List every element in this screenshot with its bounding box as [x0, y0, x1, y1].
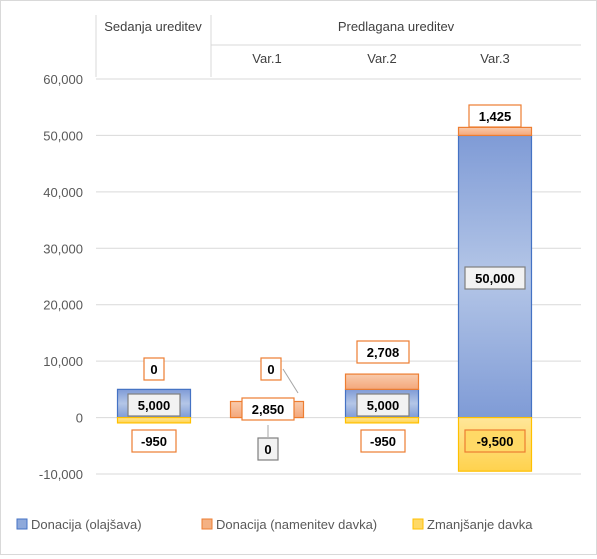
data-label-box: [356, 340, 410, 364]
data-label: 5,000: [138, 398, 171, 413]
bar-donacija-namenitev: [457, 126, 533, 137]
data-label: 2,708: [367, 345, 400, 360]
y-tick-label: 10,000: [43, 354, 83, 369]
header-proposed-label: Predlagana ureditev: [338, 19, 455, 34]
data-label: 2,850: [252, 402, 285, 417]
legend-swatch: [16, 518, 28, 530]
data-label-box: [257, 437, 279, 461]
y-axis: -10,000 0 10,000 20,000 30,000 40,000 50,000 60…: [39, 72, 83, 482]
bars: [116, 126, 533, 472]
legend-swatch: [201, 518, 213, 530]
data-labels: 5,000 0 -950 0 2,850 0 5,000 2,708 -950 50,000 1,4…: [127, 104, 526, 461]
data-label-leaders: [267, 368, 299, 437]
data-label-box: [127, 393, 181, 417]
data-label: 0: [150, 362, 157, 377]
data-label-box: [360, 429, 406, 453]
data-label-box: [260, 357, 282, 381]
bar-donacija-namenitev: [344, 373, 420, 390]
y-tick-label: 20,000: [43, 298, 83, 313]
data-label-box: [464, 429, 526, 453]
data-label-box: [356, 393, 410, 417]
y-tick-label: 30,000: [43, 241, 83, 256]
data-label-box: [143, 357, 165, 381]
data-label: 5,000: [367, 398, 400, 413]
y-tick-label: 60,000: [43, 72, 83, 87]
legend-label: Donacija (namenitev davka): [216, 517, 377, 532]
legend-swatch: [412, 518, 424, 530]
header-current-label: Sedanja ureditev: [104, 19, 202, 34]
data-label: 1,425: [479, 109, 512, 124]
y-tick-label: -10,000: [39, 467, 83, 482]
data-label: -950: [141, 434, 167, 449]
data-label-box: [464, 266, 526, 290]
data-label-box: [468, 104, 522, 128]
legend-label: Zmanjšanje davka: [427, 517, 533, 532]
legend: Donacija (olajšava) Donacija (namenitev d…: [16, 517, 533, 532]
x-category-label: Var.2: [367, 51, 396, 66]
data-label: 50,000: [475, 271, 515, 286]
data-label-box: [241, 397, 295, 421]
data-label: -9,500: [477, 434, 514, 449]
x-axis-category-labels: Var.1 Var.2 Var.3: [252, 51, 509, 66]
data-label: 0: [264, 442, 271, 457]
y-tick-label: 0: [76, 411, 83, 426]
data-label: 0: [267, 362, 274, 377]
data-label-box: [131, 429, 177, 453]
x-category-label: Var.3: [480, 51, 509, 66]
x-category-label: Var.1: [252, 51, 281, 66]
data-label: -950: [370, 434, 396, 449]
legend-label: Donacija (olajšava): [31, 517, 142, 532]
data-label-leader: [282, 368, 299, 394]
y-tick-label: 50,000: [43, 128, 83, 143]
bar-zmanjsanje-davka: [344, 416, 420, 424]
y-tick-label: 40,000: [43, 185, 83, 200]
bar-zmanjsanje-davka: [116, 416, 192, 424]
category-header-lines: [95, 15, 581, 77]
